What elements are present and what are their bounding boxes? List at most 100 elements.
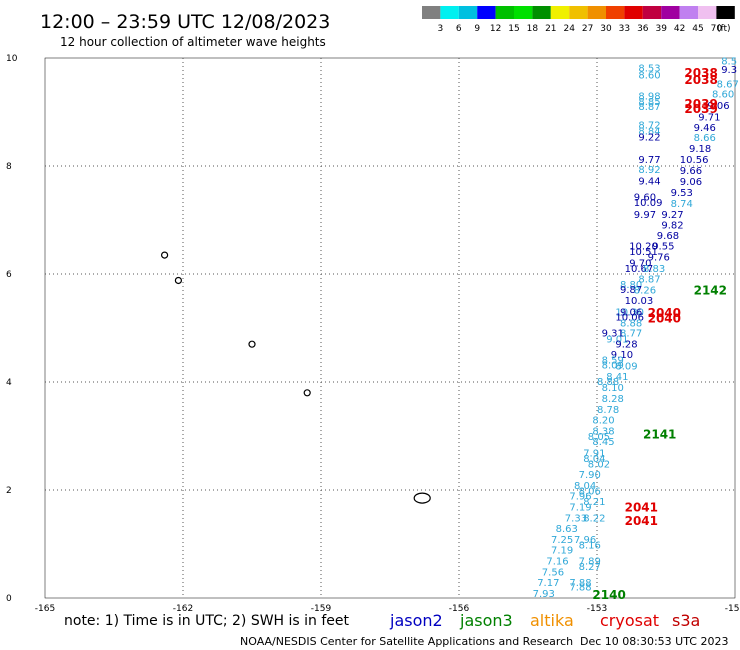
legend-item-s3a: s3a [672, 611, 700, 630]
track-time-label: 2040 [648, 306, 681, 320]
wave-height-label: 9.71 [698, 113, 720, 124]
wave-height-label: 8.63 [556, 524, 578, 535]
colorbar-swatch [477, 6, 496, 19]
wave-height-label: 8.04 [574, 481, 596, 492]
colorbar-label: 18 [527, 24, 539, 34]
wave-height-label: 9.27 [661, 210, 683, 221]
wave-height-label: 8.10 [602, 383, 624, 394]
colorbar-swatch [642, 6, 662, 19]
wave-height-label: 8.28 [602, 394, 624, 405]
wave-height-label: 9.55 [652, 242, 674, 253]
colorbar-swatch [716, 6, 735, 19]
wave-height-label: 10.20 [629, 242, 658, 253]
wave-height-label: 8.83 [643, 264, 665, 275]
wave-height-label: 10.51 [629, 247, 658, 258]
wave-height-label: 8.45 [592, 437, 614, 448]
colorbar-label: 27 [582, 24, 593, 34]
x-tick-label: -150 [725, 604, 740, 614]
colorbar-label: 12 [490, 24, 501, 34]
wave-height-label: 9.60 [634, 193, 656, 204]
wave-height-label: 8.26 [634, 285, 656, 296]
colorbar-label: 15 [508, 24, 519, 34]
wave-height-label: 8.98 [638, 92, 660, 103]
wave-height-label: 8.92 [638, 165, 660, 176]
colorbar-unit: (ft) [717, 24, 731, 34]
wave-height-label: 7.88 [569, 578, 591, 589]
wave-height-label: 8.27 [579, 562, 601, 573]
colorbar-swatch [587, 6, 606, 19]
wave-height-label: 8.05 [588, 432, 610, 443]
colorbar: 3 6 9 12 15 18 21 24 27 30 33 36 39 42 45 70(ft) [422, 6, 735, 34]
colorbar-label: 6 [456, 24, 462, 34]
colorbar-swatch [440, 6, 459, 19]
colorbar-label: 39 [655, 24, 667, 34]
track-time-label: 2039 [684, 97, 717, 111]
wave-height-label: 8.38 [592, 426, 614, 437]
footer-credit: NOAA/NESDIS Center for Satellite Applica… [240, 635, 573, 648]
y-tick-label: 10 [6, 54, 18, 64]
wave-height-label: 8.59 [602, 356, 624, 367]
wave-height-label: 7.91 [583, 449, 605, 460]
footer-note: note: 1) Time is in UTC; 2) SWH is in fe… [64, 613, 350, 629]
wave-height-label: 8.02 [588, 459, 610, 470]
grid-lines [45, 58, 735, 598]
wave-height-label: 8.20 [592, 416, 614, 427]
wave-height-label: 10.06 [615, 312, 644, 323]
colorbar-label: 70 [711, 24, 723, 34]
wave-height-label: 9.70 [629, 258, 651, 269]
wave-height-label: 9.66 [680, 166, 702, 177]
wave-height-label: 10.03 [625, 296, 654, 307]
track-time-label: 2141 [643, 428, 676, 442]
legend-item-altika: altika [530, 611, 574, 630]
track-time-label: 2040 [648, 312, 681, 326]
island-c [248, 340, 256, 348]
wave-height-label: 9.76 [648, 253, 670, 264]
legend-item-jason2: jason2 [389, 611, 443, 630]
colorbar-swatch [422, 6, 441, 19]
wave-height-label: 8.21 [583, 497, 605, 508]
plot-frame [44, 57, 736, 599]
colorbar-label: 24 [563, 24, 575, 34]
y-tick-labels: 0 2 4 6 8 10 [6, 54, 18, 604]
colorbar-swatch [661, 6, 680, 19]
wave-height-label: 8.5 [721, 56, 737, 67]
wave-height-label: 9.31 [602, 329, 624, 340]
colorbar-swatch [495, 6, 514, 19]
wave-height-label: 8.87 [638, 275, 660, 286]
colorbar-label: 42 [674, 24, 685, 34]
wave-height-label: 8.16 [579, 540, 601, 551]
wave-height-label: 7.96 [569, 492, 591, 503]
wave-height-label: 9.22 [638, 133, 660, 144]
wave-height-label: 9.01 [606, 335, 628, 346]
wave-height-label: 8.85 [638, 97, 660, 108]
wave-height-label: 9.97 [634, 210, 656, 221]
wave-height-label: 7.89 [579, 557, 601, 568]
wave-height-label: 7.88 [569, 582, 591, 593]
y-tick-label: 8 [6, 162, 12, 172]
wave-height-label: 8.88 [597, 377, 619, 388]
wave-height-label: 9.06 [620, 308, 642, 319]
colorbar-label: 3 [438, 24, 444, 34]
wave-height-label: 7.19 [551, 546, 573, 557]
wave-height-label: 9.28 [615, 339, 637, 350]
satellite-legend: jason2 jason3 altika cryosat s3a [389, 611, 700, 630]
wave-height-label: 8.88 [620, 318, 642, 329]
wave-height-label: 10.30 [615, 308, 644, 319]
wave-height-label: 8.22 [583, 513, 605, 524]
legend-item-jason3: jason3 [459, 611, 513, 630]
wave-height-label: 8.87 [638, 102, 660, 113]
wave-height-label: 8.04 [583, 454, 605, 465]
wave-height-label: 8.80 [620, 280, 642, 291]
x-tick-label: -156 [449, 604, 470, 614]
page-subtitle: 12 hour collection of altimeter wave hei… [60, 35, 326, 49]
y-tick-label: 2 [6, 486, 12, 496]
island-d [303, 389, 311, 397]
wave-height-label: 9.18 [689, 144, 711, 155]
wave-height-label: 9.44 [638, 176, 660, 187]
footer-timestamp: Dec 10 08:30:53 UTC 2023 [580, 635, 728, 648]
colorbar-swatch [569, 6, 588, 19]
page-title: 12:00 – 23:59 UTC 12/08/2023 [40, 11, 330, 33]
wave-height-label: 9.06 [707, 101, 729, 112]
colorbar-swatch [698, 6, 717, 19]
